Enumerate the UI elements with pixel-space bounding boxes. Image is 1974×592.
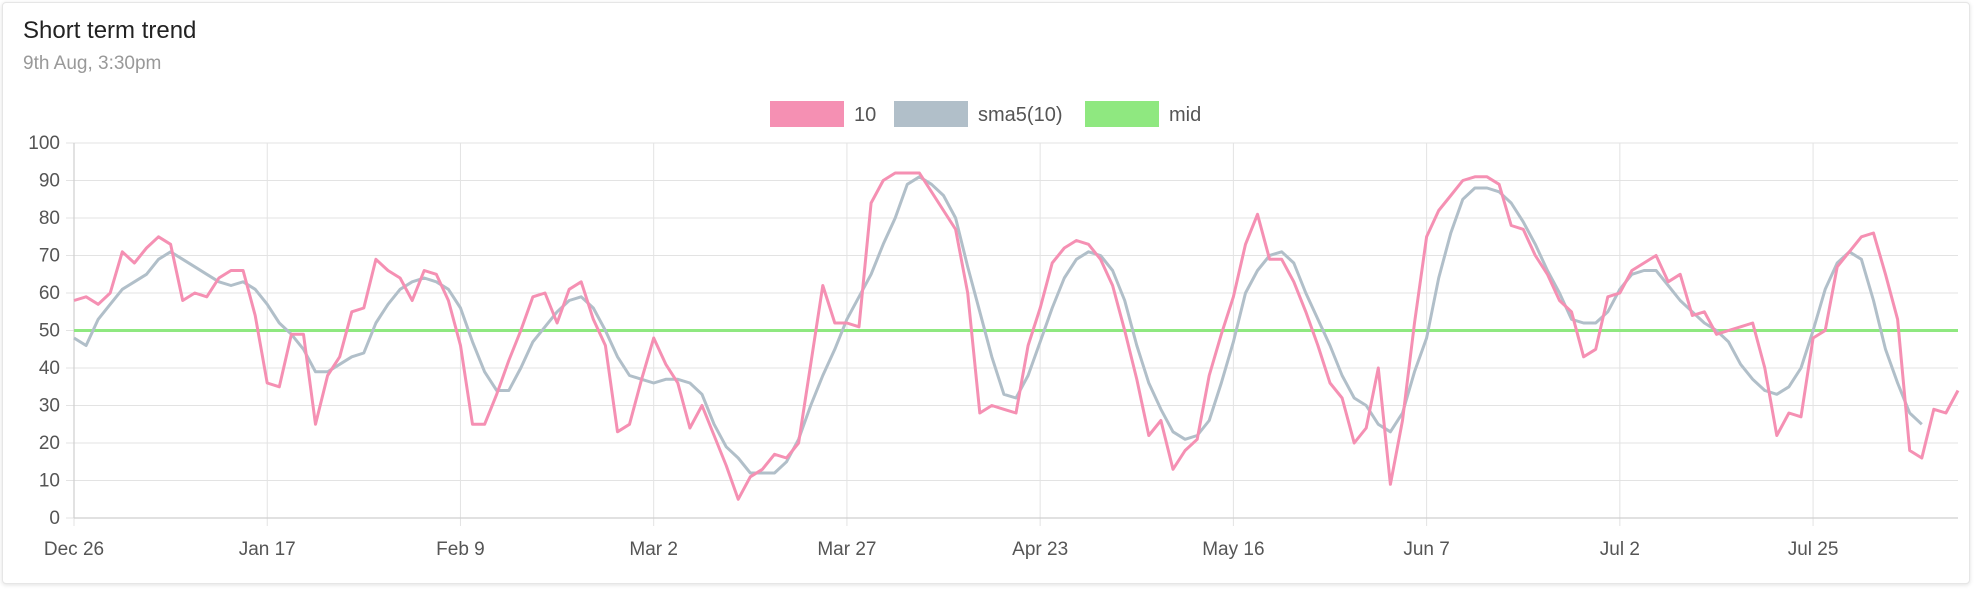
chart-title: Short term trend — [23, 17, 197, 44]
legend-item-sma5-label: sma5(10) — [978, 104, 1062, 126]
x-tick-label: Dec 26 — [44, 539, 104, 560]
y-tick-label: 100 — [28, 133, 60, 154]
x-tick-label: Jul 2 — [1600, 539, 1640, 560]
chart-timestamp: 9th Aug, 3:30pm — [23, 53, 162, 74]
y-tick-label: 60 — [39, 283, 60, 304]
y-tick-label: 0 — [49, 508, 60, 529]
y-tick-label: 30 — [39, 396, 60, 417]
legend-item-value-label: 10 — [854, 104, 876, 126]
x-tick-label: Mar 27 — [817, 539, 876, 560]
y-tick-label: 20 — [39, 433, 60, 454]
x-tick-label: May 16 — [1202, 539, 1264, 560]
y-tick-label: 40 — [39, 358, 60, 379]
x-tick-label: Jun 7 — [1403, 539, 1449, 560]
legend-item-mid-label: mid — [1169, 104, 1201, 126]
y-tick-label: 90 — [39, 171, 60, 192]
legend-item-sma5-swatch — [894, 101, 968, 127]
legend-item-value-swatch — [770, 101, 844, 127]
y-tick-label: 10 — [39, 471, 60, 492]
y-tick-label: 80 — [39, 208, 60, 229]
series-line-value — [73, 171, 1960, 501]
legend-item-mid-swatch — [1085, 101, 1159, 127]
y-tick-label: 70 — [39, 246, 60, 267]
x-tick-label: Apr 23 — [1012, 539, 1068, 560]
x-tick-label: Mar 2 — [629, 539, 678, 560]
y-tick-label: 50 — [39, 321, 60, 342]
x-tick-label: Feb 9 — [436, 539, 485, 560]
x-tick-label: Jul 25 — [1788, 539, 1839, 560]
x-tick-label: Jan 17 — [239, 539, 296, 560]
series-line-sma5 — [73, 175, 1923, 475]
